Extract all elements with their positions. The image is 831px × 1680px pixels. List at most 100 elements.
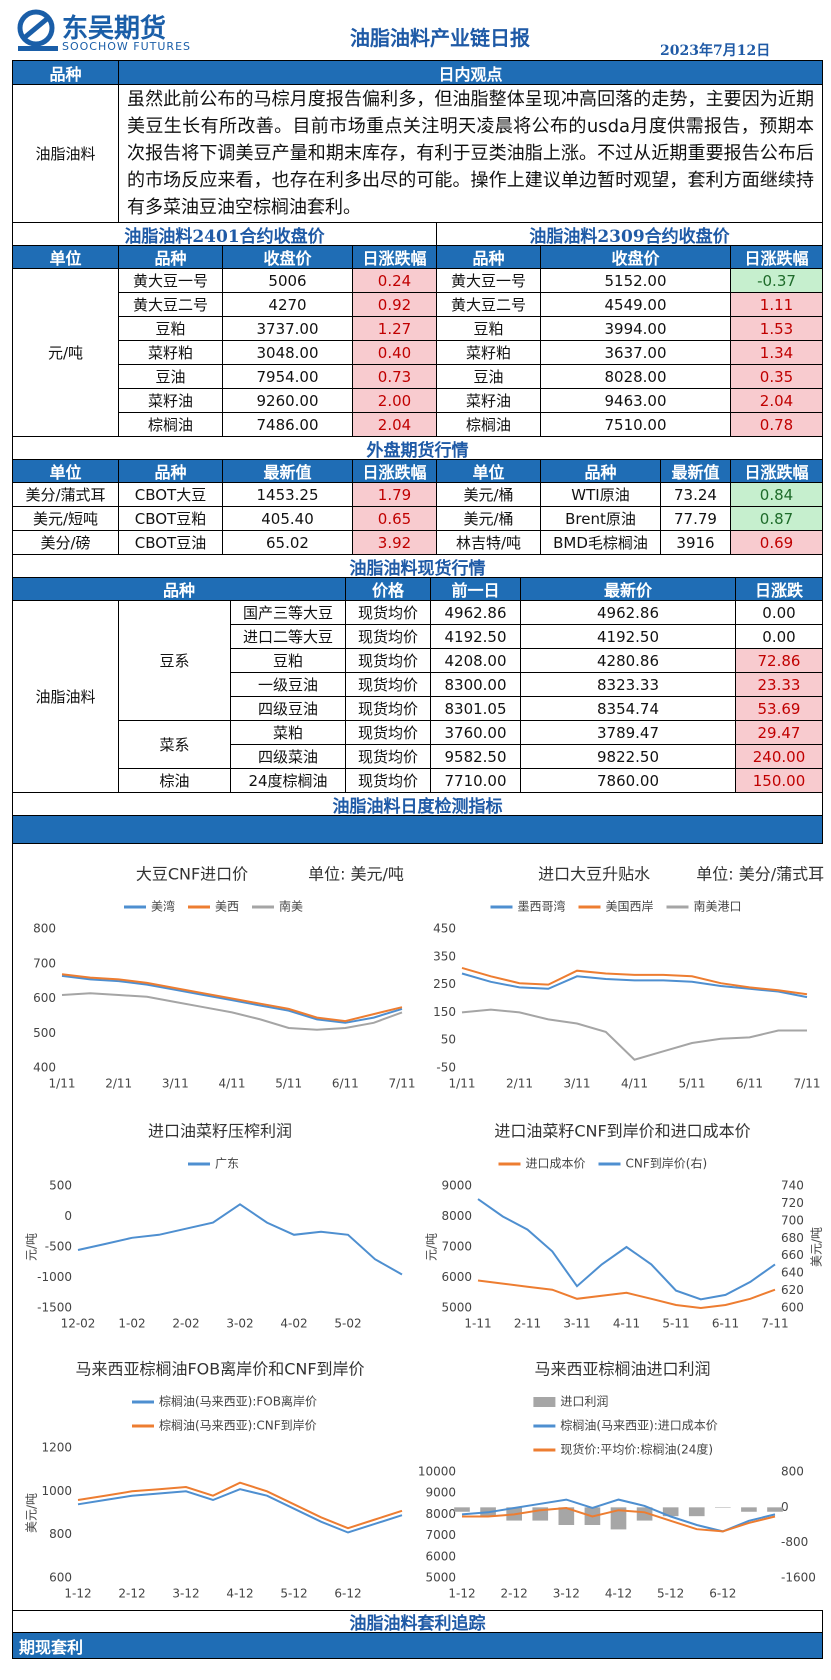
chart-unit: 单位: 美分/蒲式耳: [696, 865, 824, 884]
table-cell: 9822.50: [520, 744, 736, 769]
table-cell: 0.24: [352, 268, 437, 293]
table-cell: 3994.00: [540, 316, 731, 341]
table-cell: 现货均价: [345, 744, 431, 769]
table-cell: 4208.00: [430, 648, 521, 673]
y-tick-label: 5000: [425, 1571, 456, 1585]
section-title: 油脂油料套利追踪: [12, 1610, 823, 1633]
table-cell: 菜籽粕: [118, 340, 223, 365]
table-cell: 7954.00: [222, 364, 353, 389]
x-tick-label: 5-02: [334, 1317, 361, 1331]
column-header: 前一日: [430, 577, 521, 601]
series-line: [61, 973, 403, 1023]
column-header: 品种: [436, 245, 541, 269]
table-cell: 1.34: [730, 340, 823, 365]
column-header: 日涨跌幅: [730, 245, 823, 269]
x-tick-label: 1-11: [464, 1317, 491, 1331]
x-tick-label: 4/11: [219, 1077, 246, 1091]
table-cell: 0.73: [352, 364, 437, 389]
table-cell: 豆粕: [436, 316, 541, 341]
x-tick-label: 2-11: [514, 1317, 541, 1331]
legend-label: 南美: [279, 899, 303, 914]
legend-label: 进口成本价: [526, 1157, 586, 1171]
logo-icon: [17, 9, 58, 51]
x-tick-label: 3-12: [553, 1587, 580, 1601]
x-tick-label: 2-12: [501, 1587, 528, 1601]
logo-text: 东吴期货: [62, 14, 167, 44]
column-header: 品种: [12, 577, 346, 601]
bar: [558, 1507, 575, 1525]
chart-area-border: [12, 843, 13, 1610]
chart-title: 进口油菜籽压榨利润: [148, 1122, 292, 1141]
legend-label: CNF到岸价(右): [626, 1156, 708, 1171]
x-tick-label: 5-12: [657, 1587, 684, 1601]
table-cell: 国产三等大豆: [230, 600, 346, 625]
table-cell: -0.37: [730, 268, 823, 293]
table-cell: 0.69: [730, 530, 823, 555]
table-cell: 3737.00: [222, 316, 353, 341]
x-tick-label: 7-11: [761, 1317, 788, 1331]
table-cell: 7710.00: [430, 768, 521, 793]
y-tick-label: -50: [436, 1061, 456, 1075]
table-cell: 4192.50: [520, 624, 736, 649]
legend-label: 广东: [215, 1157, 239, 1171]
x-tick-label: 6-11: [712, 1317, 739, 1331]
header-cell: 品种: [12, 60, 119, 85]
table-cell: BMD毛棕榈油: [540, 530, 661, 555]
series-line: [477, 1279, 776, 1310]
bar: [688, 1507, 705, 1517]
subgroup-cell: 豆系: [118, 600, 231, 721]
x-tick-label: 3/11: [564, 1077, 591, 1091]
table-cell: 豆粕: [230, 648, 346, 673]
table-cell: 美元/短吨: [12, 506, 119, 531]
x-tick-label: 6/11: [332, 1077, 359, 1091]
x-tick-label: 4-11: [613, 1317, 640, 1331]
header-bar: [12, 815, 823, 844]
column-header: 最新价: [520, 577, 736, 601]
section-title: 油脂油料2401合约收盘价: [12, 222, 437, 246]
x-tick-label: 12-02: [61, 1317, 96, 1331]
y-tick-label: 600: [49, 1571, 72, 1585]
y2-tick-label: 680: [781, 1231, 804, 1245]
y-tick-label: 10000: [418, 1465, 456, 1479]
y-tick-label: 6000: [441, 1270, 472, 1284]
table-cell: 5152.00: [540, 268, 731, 293]
table-cell: 现货均价: [345, 624, 431, 649]
chart-title: 马来西亚棕榈油FOB离岸价和CNF到岸价: [75, 1360, 364, 1379]
x-tick-label: 1-12: [448, 1587, 475, 1601]
table-cell: 150.00: [735, 768, 823, 793]
table-cell: 菜籽油: [118, 388, 223, 413]
subgroup-cell: 棕油: [118, 768, 231, 793]
y-tick-label: 500: [49, 1179, 72, 1193]
table-cell: 8354.74: [520, 696, 736, 721]
series-line: [61, 992, 403, 1031]
x-tick-label: 1-02: [118, 1317, 145, 1331]
table-cell: 菜籽油: [436, 388, 541, 413]
series-line: [77, 1481, 403, 1530]
chart-title: 马来西亚棕榈油进口利润: [534, 1360, 710, 1379]
y-tick-label: 7000: [441, 1240, 472, 1254]
table-cell: 现货均价: [345, 648, 431, 673]
table-cell: 黄大豆一号: [118, 268, 223, 293]
legend-label: 棕榈油(马来西亚):FOB离岸价: [159, 1394, 317, 1409]
x-tick-label: 3-02: [226, 1317, 253, 1331]
legend-label: 南美港口: [694, 899, 742, 914]
x-tick-label: 6/11: [736, 1077, 763, 1091]
header-cell: 日内观点: [118, 60, 823, 85]
column-header: 最新值: [222, 459, 353, 483]
table-cell: 24度棕榈油: [230, 768, 346, 793]
logo-subtext: SOOCHOW FUTURES: [62, 40, 192, 53]
chart-unit: 单位: 美元/吨: [308, 865, 404, 884]
y-tick-label: 9000: [425, 1486, 456, 1500]
y2-tick-label: 720: [781, 1196, 804, 1210]
table-cell: 9582.50: [430, 744, 521, 769]
column-header: 收盘价: [222, 245, 353, 269]
table-cell: 1.11: [730, 292, 823, 317]
table-cell: 黄大豆一号: [436, 268, 541, 293]
x-tick-label: 3-12: [172, 1587, 199, 1601]
table-cell: 2.04: [352, 412, 437, 437]
table-cell: 美元/桶: [436, 482, 541, 507]
x-tick-label: 2-02: [172, 1317, 199, 1331]
legend-label: 美国西岸: [606, 900, 654, 914]
bar: [454, 1507, 470, 1512]
